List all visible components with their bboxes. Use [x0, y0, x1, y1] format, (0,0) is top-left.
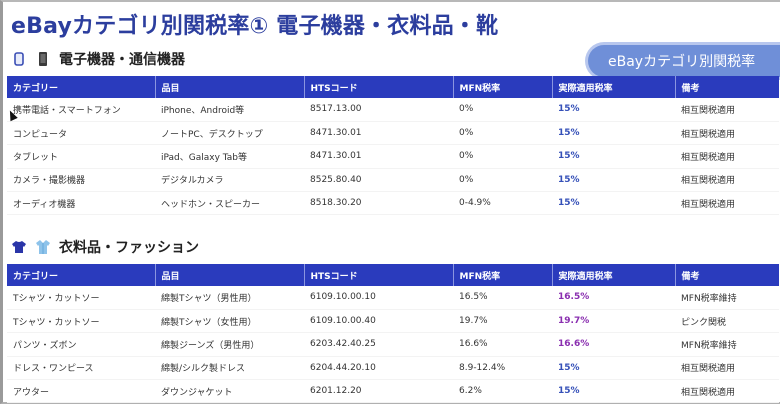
category-tariff-badge: eBayカテゴリ別関税率	[588, 45, 780, 77]
cell-applied-rate: 15%	[552, 168, 675, 193]
cell-note: MFN税率維持	[675, 332, 779, 357]
page-title: eBayカテゴリ別関税率① 電子機器・衣料品・靴	[11, 14, 499, 39]
cell-category: パンツ・ズボン	[7, 332, 155, 357]
cell-applied-rate: 15%	[552, 121, 675, 146]
cell-hts-code: 8525.80.40	[304, 168, 453, 193]
cell-category: ドレス・ワンピース	[7, 356, 155, 381]
table-row: 携帯電話・スマートフォン iPhone、Android等 8517.13.00 …	[7, 98, 779, 122]
cell-category: コンピュータ	[7, 121, 155, 146]
electronics-tariff-table: カテゴリー 品目 HTSコード MFN税率 実際適用税率 備考 携帯電話・スマー…	[7, 76, 779, 216]
cell-category: 携帯電話・スマートフォン	[7, 98, 155, 122]
cell-note: MFN税率維持	[675, 286, 779, 310]
cell-note: 相互関税適用	[675, 379, 779, 404]
column-header-notes: 備考	[675, 264, 779, 286]
cell-mfn-rate: 0%	[453, 168, 552, 193]
cell-applied-rate: 15%	[552, 379, 675, 404]
column-header-applied-rate: 実際適用税率	[552, 76, 676, 98]
cell-note: 相互関税適用	[675, 168, 779, 193]
smartphone-icon	[35, 51, 51, 67]
table-row: ドレス・ワンピース 綿製/シルク製ドレス 6204.44.20.10 8.9-1…	[7, 356, 779, 381]
cell-hts-code: 8517.13.00	[304, 98, 453, 122]
cell-item: iPhone、Android等	[155, 98, 304, 122]
cell-note: 相互関税適用	[675, 121, 779, 146]
table-row: コンピュータ ノートPC、デスクトップ 8471.30.01 0% 15% 相互…	[7, 121, 779, 146]
section-title: 衣料品・ファッション	[59, 240, 199, 256]
column-header-hts-code: HTSコード	[304, 264, 454, 286]
cell-mfn-rate: 8.9-12.4%	[453, 356, 552, 381]
cell-note: 相互関税適用	[675, 191, 779, 216]
table-row: Tシャツ・カットソー 綿製Tシャツ（男性用） 6109.10.00.10 16.…	[7, 286, 779, 310]
cell-note: 相互関税適用	[675, 144, 779, 169]
table-row: パンツ・ズボン 綿製ジーンズ（男性用） 6203.42.40.25 16.6% …	[7, 332, 779, 357]
table-row: オーディオ機器 ヘッドホン・スピーカー 8518.30.20 0-4.9% 15…	[7, 191, 779, 216]
cell-hts-code: 6203.42.40.25	[304, 332, 453, 357]
cell-item: 綿製/シルク製ドレス	[155, 356, 304, 381]
cell-mfn-rate: 6.2%	[453, 379, 552, 404]
cell-item: ダウンジャケット	[155, 379, 304, 404]
cell-note: 相互関税適用	[675, 356, 779, 381]
cell-category: Tシャツ・カットソー	[7, 309, 155, 334]
cell-item: ヘッドホン・スピーカー	[155, 191, 304, 216]
t-shirt-icon	[11, 239, 27, 255]
column-header-item: 品目	[155, 76, 305, 98]
cell-note: 相互関税適用	[675, 98, 779, 122]
table-row: タブレット iPad、Galaxy Tab等 8471.30.01 0% 15%…	[7, 144, 779, 169]
cell-item: ノートPC、デスクトップ	[155, 121, 304, 146]
cell-hts-code: 8471.30.01	[304, 121, 453, 146]
column-header-item: 品目	[155, 264, 305, 286]
cell-item: 綿製ジーンズ（男性用）	[155, 332, 304, 357]
cell-applied-rate: 15%	[552, 98, 675, 122]
cell-hts-code: 6201.12.20	[304, 379, 453, 404]
mobile-phone-icon	[11, 51, 27, 67]
cell-note: ピンク関税	[675, 309, 779, 334]
cell-category: カメラ・撮影機器	[7, 168, 155, 193]
cell-hts-code: 6109.10.00.10	[304, 286, 453, 310]
column-header-applied-rate: 実際適用税率	[552, 264, 676, 286]
column-header-mfn-rate: MFN税率	[453, 264, 553, 286]
cell-applied-rate: 19.7%	[552, 309, 675, 334]
table-header-row: カテゴリー 品目 HTSコード MFN税率 実際適用税率 備考	[7, 264, 779, 286]
cell-item: iPad、Galaxy Tab等	[155, 144, 304, 169]
cell-hts-code: 6109.10.00.40	[304, 309, 453, 334]
column-header-mfn-rate: MFN税率	[453, 76, 553, 98]
cell-applied-rate: 16.6%	[552, 332, 675, 357]
section-heading-apparel: 衣料品・ファッション	[11, 236, 199, 258]
cell-applied-rate: 15%	[552, 191, 675, 216]
section-heading-electronics: 電子機器・通信機器	[11, 48, 185, 70]
column-header-category: カテゴリー	[7, 264, 156, 286]
column-header-hts-code: HTSコード	[304, 76, 454, 98]
cell-hts-code: 8518.30.20	[304, 191, 453, 216]
cell-item: デジタルカメラ	[155, 168, 304, 193]
table-row: アウター ダウンジャケット 6201.12.20 6.2% 15% 相互関税適用	[7, 379, 779, 404]
cell-hts-code: 8471.30.01	[304, 144, 453, 169]
cell-applied-rate: 16.5%	[552, 286, 675, 310]
section-title: 電子機器・通信機器	[59, 52, 185, 68]
column-header-category: カテゴリー	[7, 76, 156, 98]
cell-category: アウター	[7, 379, 155, 404]
cell-mfn-rate: 19.7%	[453, 309, 552, 334]
table-header-row: カテゴリー 品目 HTSコード MFN税率 実際適用税率 備考	[7, 76, 779, 98]
cell-applied-rate: 15%	[552, 356, 675, 381]
table-row: Tシャツ・カットソー 綿製Tシャツ（女性用） 6109.10.00.40 19.…	[7, 309, 779, 334]
cell-item: 綿製Tシャツ（男性用）	[155, 286, 304, 310]
cell-mfn-rate: 0%	[453, 144, 552, 169]
table-row: カメラ・撮影機器 デジタルカメラ 8525.80.40 0% 15% 相互関税適…	[7, 168, 779, 193]
cell-item: 綿製Tシャツ（女性用）	[155, 309, 304, 334]
cell-mfn-rate: 0%	[453, 121, 552, 146]
cell-hts-code: 6204.44.20.10	[304, 356, 453, 381]
cell-applied-rate: 15%	[552, 144, 675, 169]
cell-mfn-rate: 0%	[453, 98, 552, 122]
cell-mfn-rate: 16.6%	[453, 332, 552, 357]
cell-mfn-rate: 16.5%	[453, 286, 552, 310]
cell-category: オーディオ機器	[7, 191, 155, 216]
cell-category: タブレット	[7, 144, 155, 169]
apparel-tariff-table: カテゴリー 品目 HTSコード MFN税率 実際適用税率 備考 Tシャツ・カット…	[7, 264, 779, 404]
shirt-icon	[35, 239, 51, 255]
column-header-notes: 備考	[675, 76, 779, 98]
cell-category: Tシャツ・カットソー	[7, 286, 155, 310]
cell-mfn-rate: 0-4.9%	[453, 191, 552, 216]
